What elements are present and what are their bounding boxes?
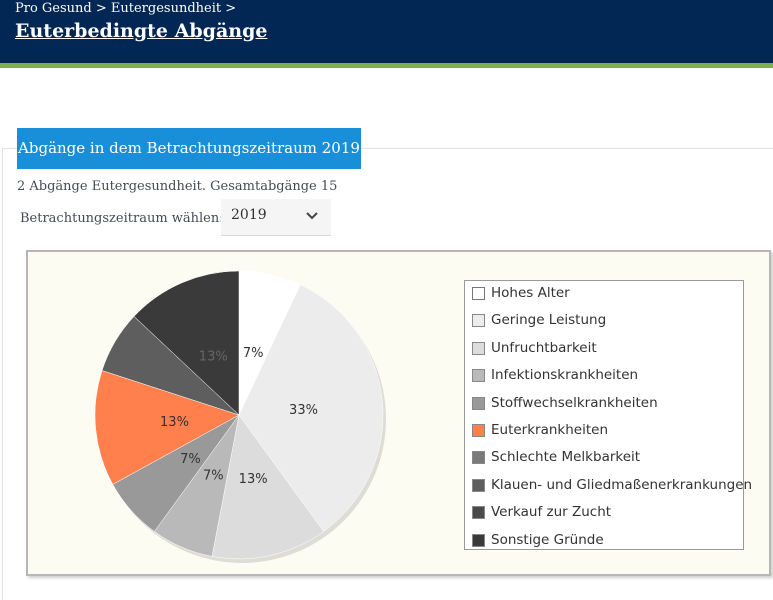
legend-item-3[interactable]: Infektionskrankheiten <box>465 365 743 392</box>
pie-slice-label-3: 7% <box>203 468 224 483</box>
legend-swatch <box>472 478 485 492</box>
pie-slice-label-4: 7% <box>180 452 201 467</box>
legend-item-1[interactable]: Geringe Leistung <box>465 310 743 337</box>
period-label: Betrachtungszeitraum wählen: <box>20 211 224 226</box>
pie-slice-label-0: 7% <box>243 346 264 361</box>
legend-swatch <box>472 369 485 383</box>
legend-swatch <box>472 341 485 355</box>
breadcrumb[interactable]: Pro Gesund > Eutergesundheit > <box>15 1 237 16</box>
legend-label: Klauen- und Gliedmaßenerkrankungen <box>491 476 753 493</box>
period-select[interactable]: 2019 <box>221 199 331 236</box>
pie-slice-9[interactable] <box>133 270 240 416</box>
tab-period-departures[interactable]: Abgänge in dem Betrachtungszeitraum 2019 <box>17 128 361 169</box>
pie-slice-label-5: 13% <box>160 415 189 430</box>
period-select-value: 2019 <box>231 207 267 223</box>
pie-slice-5[interactable] <box>94 370 240 485</box>
departures-summary: 2 Abgänge Eutergesundheit. Gesamtabgänge… <box>17 179 338 194</box>
legend-swatch <box>472 423 485 437</box>
header-bar: Pro Gesund > Eutergesundheit > Euterbedi… <box>0 0 773 63</box>
legend-item-8[interactable]: Verkauf zur Zucht <box>465 502 743 529</box>
chart-legend: Hohes Alter Geringe Leistung Unfruchtbarke… <box>464 280 752 550</box>
legend-swatch <box>472 451 485 465</box>
pie-chart: 7%33%13%7%7%13%13% <box>94 270 386 563</box>
legend-label: Sonstige Gründe <box>491 531 604 548</box>
pie-slice-2[interactable] <box>211 414 324 560</box>
legend-label: Hohes Alter <box>491 285 570 301</box>
pie-chart-container: 7% 33% 13% 7% 7% 13% 13% Hohes Alter Geringe Le… <box>26 250 771 576</box>
pie-slice-label-9: 13% <box>199 350 228 365</box>
legend-item-6[interactable]: Schlechte Melkbarkeit <box>465 447 743 474</box>
legend-swatch <box>472 506 485 520</box>
legend-label: Euterkrankheiten <box>491 421 609 438</box>
legend-label: Schlechte Melkbarkeit <box>491 449 641 466</box>
legend-item-5[interactable]: Euterkrankheiten <box>465 420 743 447</box>
legend-swatch <box>472 287 485 300</box>
legend-swatch <box>472 533 485 547</box>
legend-label: Geringe Leistung <box>491 312 607 329</box>
legend-item-4[interactable]: Stoffwechselkrankheiten <box>465 393 743 420</box>
chevron-down-icon <box>306 212 318 220</box>
legend-label: Infektionskrankheiten <box>491 367 639 384</box>
pie-slice-label-1: 33% <box>289 403 318 418</box>
legend-item-0[interactable]: Hohes Alter <box>465 283 743 310</box>
legend-label: Stoffwechselkrankheiten <box>491 394 658 411</box>
legend-label: Verkauf zur Zucht <box>491 504 612 521</box>
legend-item-9[interactable]: Sonstige Gründe <box>465 530 743 557</box>
legend-swatch <box>472 314 485 328</box>
header-accent-stripe <box>0 63 773 68</box>
pie-slice-label-2: 13% <box>239 472 268 487</box>
pie-slice-1[interactable] <box>238 284 384 532</box>
legend-swatch <box>472 396 485 410</box>
legend-label: Unfruchtbarkeit <box>491 339 597 356</box>
content-panel <box>2 148 773 600</box>
page-title[interactable]: Euterbedingte Abgänge <box>15 20 268 42</box>
legend-item-2[interactable]: Unfruchtbarkeit <box>465 338 743 365</box>
legend-item-7[interactable]: Klauen- und Gliedmaßenerkrankungen <box>465 475 752 502</box>
